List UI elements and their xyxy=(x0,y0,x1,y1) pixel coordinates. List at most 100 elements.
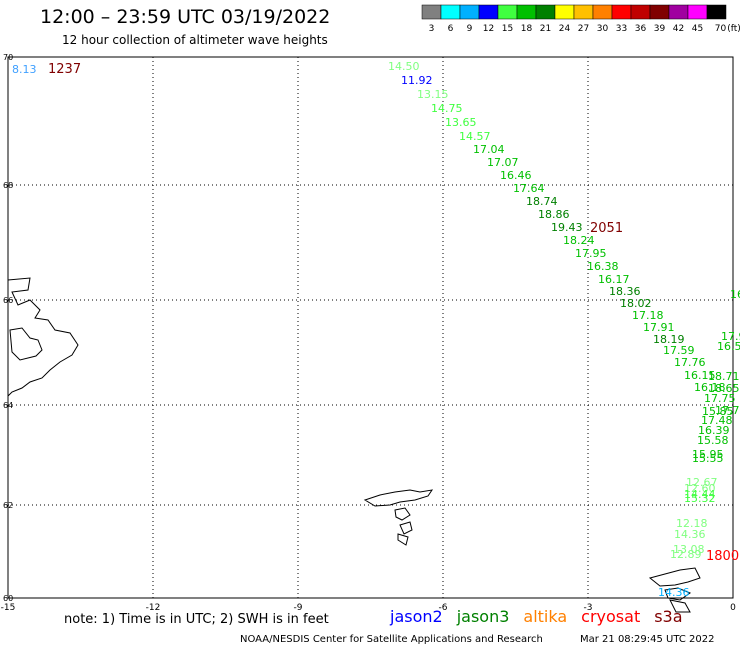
color-tick-label: 15 xyxy=(502,24,513,34)
wave-height-label: 16.46 xyxy=(500,169,532,182)
coastline-west-2 xyxy=(9,327,43,361)
x-tick-label: -12 xyxy=(146,603,161,613)
map-title: 12:00 – 23:59 UTC 03/19/2022 xyxy=(40,6,331,28)
wave-height-label: 18.86 xyxy=(538,208,570,221)
wave-height-label: 14.75 xyxy=(431,102,463,115)
wave-height-label: 16.5 xyxy=(717,340,740,353)
color-tick-label: 36 xyxy=(635,24,647,34)
coastlines xyxy=(7,277,701,613)
wave-height-label: 14.36 xyxy=(658,586,690,599)
wave-height-label: 12.89 xyxy=(670,548,702,561)
legend-jason2: jason2 xyxy=(390,607,443,626)
y-tick-label: 62 xyxy=(3,501,13,510)
wave-height-label: 17.95 xyxy=(575,247,607,260)
footer-credit: NOAA/NESDIS Center for Satellite Applica… xyxy=(240,634,543,645)
color-tick-label: 33 xyxy=(616,24,627,34)
wave-height-label: 17.04 xyxy=(473,143,505,156)
wave-height-label: 18.19 xyxy=(653,333,685,346)
wave-height-label: 14.50 xyxy=(388,60,420,73)
wave-height-label: 13.65 xyxy=(445,116,477,129)
wave-height-label: 17.18 xyxy=(632,309,664,322)
color-tick-label: 27 xyxy=(578,24,589,34)
wave-height-label: 18.65 xyxy=(708,382,740,395)
wave-height-label: 17.76 xyxy=(674,356,706,369)
wave-height-label: 19.43 xyxy=(551,221,583,234)
wave-height-label: 17.9 xyxy=(721,330,740,343)
color-tick-label: 24 xyxy=(559,24,571,34)
x-tick-label: -15 xyxy=(1,603,16,613)
wave-height-label: 18.71 xyxy=(708,370,740,383)
y-tick-label: 66 xyxy=(3,296,13,305)
color-tick-label: 18 xyxy=(521,24,533,34)
color-tick-label: 45 xyxy=(692,24,703,34)
wave-height-label: 16.17 xyxy=(598,273,630,286)
color-tick-label: 12 xyxy=(483,24,494,34)
y-tick-label: 60 xyxy=(3,594,13,603)
wave-height-label: 13.08 xyxy=(673,543,705,556)
legend-cryosat: cryosat xyxy=(581,607,641,626)
color-tick-label: 3 xyxy=(429,24,435,34)
wave-height-label: 13.15 xyxy=(417,88,449,101)
wave-height-label: 18.24 xyxy=(563,234,595,247)
wave-height-label: 17.48 xyxy=(701,414,733,427)
map-grid xyxy=(7,56,734,599)
color-tick-label: 21 xyxy=(540,24,551,34)
wave-height-label: 17.07 xyxy=(487,156,519,169)
satellite-legend: jason2 jason3 altika cryosat s3a xyxy=(390,607,697,626)
wave-height-label: 12.67 xyxy=(686,476,718,489)
color-tick-label: 6 xyxy=(448,24,454,34)
coastline-west xyxy=(7,277,79,397)
wave-height-label: 15.95 xyxy=(692,448,724,461)
axis-labels: -15 -12 -9 -6 -3 0 60 62 64 66 68 70 xyxy=(1,53,736,613)
wave-height-label: 15.58 xyxy=(697,434,729,447)
wave-height-label: 12.18 xyxy=(676,517,708,530)
wave-height-label: 16.15 xyxy=(684,369,716,382)
wave-height-label: 11.92 xyxy=(401,74,433,87)
y-tick-label: 64 xyxy=(3,401,13,410)
legend-altika: altika xyxy=(523,607,568,626)
islands-shetland xyxy=(648,567,701,613)
wave-height-label: 16.39 xyxy=(698,424,730,437)
legend-jason3: jason3 xyxy=(456,607,510,626)
y-tick-label: 70 xyxy=(3,53,13,62)
color-tick-label: 9 xyxy=(467,24,473,34)
x-tick-label: -6 xyxy=(439,603,448,613)
wave-height-label: 17.91 xyxy=(643,321,675,334)
wave-height-label: 18.36 xyxy=(609,285,641,298)
wave-height-label: 15.85 xyxy=(702,405,734,418)
wave-height-label: 18.02 xyxy=(620,297,652,310)
color-tick-label: 42 xyxy=(673,24,684,34)
wave-height-label: 14.44 xyxy=(684,488,716,501)
color-unit-label: (ft) xyxy=(727,24,740,34)
x-tick-label: -3 xyxy=(584,603,593,613)
corner-value-label: 8.13 xyxy=(12,63,37,76)
wave-height-label: 18.74 xyxy=(526,195,558,208)
wave-height-label: 17.75 xyxy=(704,392,736,405)
wave-height-label: 17.78 xyxy=(715,404,740,417)
x-tick-label: -9 xyxy=(294,603,303,613)
color-tick-label: 70 xyxy=(715,24,727,34)
wave-height-label: 17.64 xyxy=(513,182,545,195)
color-scale-bar: 3 6 9 12 15 18 21 24 27 30 33 36 39 42 45 70 (ft) xyxy=(421,4,740,34)
color-swatch xyxy=(706,4,727,20)
x-tick-label: 0 xyxy=(730,603,736,613)
islands-faroe xyxy=(363,489,434,546)
track-time-label: 2051 xyxy=(590,221,623,236)
wave-height-label: 16.38 xyxy=(587,260,619,273)
wave-height-label: 16.18 xyxy=(694,381,726,394)
wave-height-label: 12.60 xyxy=(684,482,716,495)
note-text: note: 1) Time is in UTC; 2) SWH is in fe… xyxy=(64,612,329,627)
wave-height-label: 16.9 xyxy=(730,288,740,301)
color-tick-label: 30 xyxy=(597,24,609,34)
wave-height-label: 15.55 xyxy=(692,452,724,465)
wave-height-label: 14.36 xyxy=(674,528,706,541)
wave-height-label: 17.59 xyxy=(663,344,695,357)
track-time-label: 1800 xyxy=(706,549,739,564)
map-frame xyxy=(7,56,734,599)
wave-height-label: 15.32 xyxy=(684,492,716,505)
satellite-track: 8.13 1237 14.5011.9213.1514.7513.6514.5717… xyxy=(12,60,740,599)
corner-time-label: 1237 xyxy=(48,62,81,77)
map-subtitle: 12 hour collection of altimeter wave hei… xyxy=(62,33,328,47)
y-tick-label: 68 xyxy=(3,181,13,190)
